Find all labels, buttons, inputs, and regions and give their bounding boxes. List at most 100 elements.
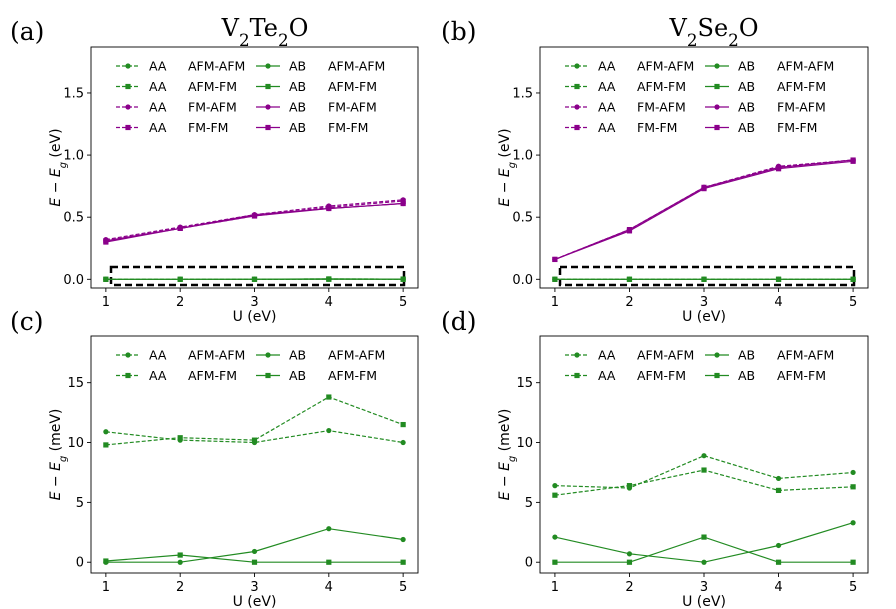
y-label-part: g: [58, 456, 69, 462]
series-ab-afm-fm: [103, 276, 406, 282]
title-part: 2: [239, 30, 250, 50]
legend-config-label: AFM-FM: [188, 368, 237, 383]
legend-config-label: AFM-FM: [328, 368, 377, 383]
legend-config-label: AFM-AFM: [777, 348, 834, 363]
y-tick-label: 5: [525, 496, 533, 511]
x-tick-label: 3: [250, 295, 258, 310]
legend-stack-label: AA: [149, 368, 167, 383]
legend-stack-label: AA: [598, 100, 616, 115]
legend-marker: [574, 83, 580, 90]
series-ab-afm-fm: [552, 276, 856, 282]
legend-config-label: AFM-AFM: [328, 348, 385, 363]
legend-stack-label: AB: [289, 79, 306, 94]
x-tick-label: 1: [102, 295, 110, 310]
x-tick-label: 5: [849, 580, 857, 595]
y-label-part: E − E: [497, 168, 513, 206]
y-label-part: E − E: [48, 168, 64, 206]
title-part: V: [668, 14, 687, 42]
y-tick-label: 5: [76, 496, 84, 511]
legend-config-label: AFM-FM: [637, 368, 686, 383]
legend-stack-label: AB: [738, 59, 755, 74]
legend-config-label: FM-FM: [328, 120, 368, 135]
legend-config-label: FM-AFM: [777, 100, 826, 115]
legend-marker: [125, 63, 131, 69]
data-point: [103, 276, 109, 282]
series-ab-fm-afm: [552, 157, 856, 263]
title-part: 2: [278, 30, 289, 50]
data-point: [103, 442, 109, 448]
y-label-part: (meV): [497, 409, 513, 456]
series-ab-afm-fm: [552, 534, 856, 565]
legend-marker: [714, 124, 720, 131]
y-tick-label: 1.0: [63, 149, 84, 164]
data-point: [177, 276, 183, 282]
legend-stack-label: AB: [289, 59, 306, 74]
x-tick-label: 3: [250, 580, 258, 595]
y-tick-label: 10: [67, 436, 84, 451]
x-tick-label: 4: [325, 580, 333, 595]
legend-marker: [125, 83, 131, 90]
data-point: [400, 421, 406, 428]
legend-marker: [574, 352, 580, 358]
data-point: [850, 158, 856, 164]
data-point: [626, 483, 633, 489]
data-point: [326, 394, 332, 400]
series-ab-afm-fm: [103, 552, 406, 565]
series-ab-afm-afm: [103, 526, 406, 565]
series-aa-fm-afm: [552, 157, 856, 263]
panel-title: V2Te2O: [221, 14, 309, 50]
legend-stack-label: AB: [738, 100, 755, 115]
data-point: [775, 276, 782, 282]
legend-marker: [125, 104, 131, 110]
legend-config-label: FM-FM: [777, 120, 817, 135]
title-part: Te: [250, 14, 278, 42]
data-point: [850, 520, 856, 526]
title-part: Se: [698, 14, 729, 42]
y-label-part: (meV): [48, 409, 64, 456]
data-point: [850, 559, 856, 565]
data-point: [400, 200, 406, 207]
data-point: [400, 276, 406, 282]
legend-stack-label: AA: [149, 120, 167, 135]
panel-d: (d) 1 2 3 4 5 0 5 10 15 U (eV) E − Eg (meV) AA AFM-AF…: [441, 307, 869, 609]
x-tick-label: 3: [700, 580, 708, 595]
legend-stack-label: AB: [738, 120, 755, 135]
data-point: [177, 552, 183, 558]
title-part: 2: [728, 30, 739, 50]
series-aa-fm-afm: [103, 197, 406, 243]
y-tick-label: 1.0: [512, 149, 533, 164]
legend-stack-label: AA: [598, 348, 616, 363]
legend: AA AFM-AFM AA AFM-FM AB AFM-AFM AB AFM-FM: [565, 348, 834, 383]
legend-marker: [714, 352, 720, 358]
y-axis-label: E − Eg (meV): [497, 409, 518, 501]
data-point: [552, 483, 558, 489]
series-line: [554, 455, 854, 489]
x-axis-label: U (eV): [233, 309, 277, 325]
data-point: [326, 559, 332, 565]
panel-label: (a): [10, 17, 44, 46]
data-point: [701, 453, 707, 459]
panel-title: V2Se2O: [668, 14, 758, 50]
series-line: [554, 159, 854, 260]
legend-marker: [265, 124, 271, 131]
x-tick-label: 3: [700, 295, 708, 310]
y-axis-label: E − Eg (meV): [48, 409, 69, 501]
panel-label: (c): [10, 307, 44, 336]
legend-config-label: AFM-AFM: [188, 348, 245, 363]
series-aa-fm-fm: [103, 198, 406, 244]
y-tick-label: 15: [516, 376, 533, 391]
data-point: [701, 186, 707, 192]
series-line: [554, 469, 854, 496]
x-tick-label: 4: [325, 295, 333, 310]
data-point: [326, 526, 332, 532]
series-aa-afm-fm: [552, 467, 856, 498]
data-point: [775, 542, 782, 549]
legend-marker: [125, 372, 131, 379]
series-ab-afm-afm: [552, 520, 856, 565]
x-tick-label: 4: [774, 295, 782, 310]
data-point: [177, 225, 183, 231]
data-point: [775, 166, 782, 172]
legend-marker: [265, 372, 271, 379]
